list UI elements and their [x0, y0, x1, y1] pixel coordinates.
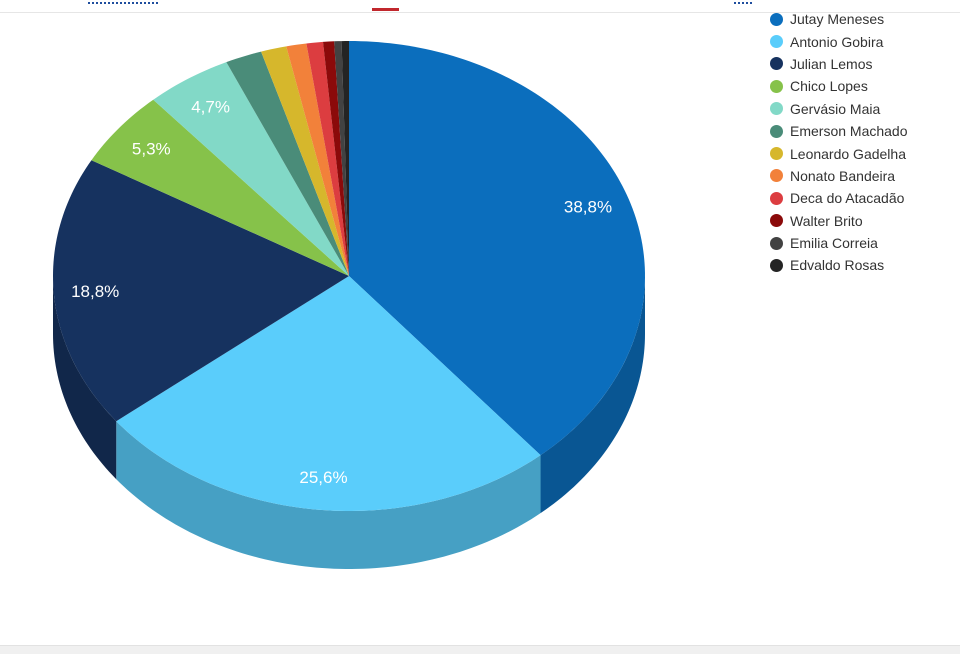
legend-label: Emerson Machado [790, 123, 908, 140]
pie-side-jutay-meneses [540, 276, 645, 514]
pie-slice-julian-lemos[interactable] [53, 160, 349, 422]
legend-item-edvaldo-rosas[interactable]: Edvaldo Rosas [770, 254, 908, 276]
pie-slice-edvaldo-rosas[interactable] [341, 41, 349, 276]
legend-item-emilia-correia[interactable]: Emilia Correia [770, 232, 908, 254]
legend-marker [770, 124, 783, 138]
legend-item-leonardo-gadelha[interactable]: Leonardo Gadelha [770, 142, 908, 164]
bottom-bar [0, 645, 960, 654]
slice-label-julian-lemos: 18,8% [71, 282, 119, 301]
pie-slice-walter-brito[interactable] [323, 41, 349, 276]
legend-item-gervasio-maia[interactable]: Gervásio Maia [770, 98, 908, 120]
legend-marker [770, 236, 783, 250]
pie-slice-jutay-meneses[interactable] [349, 41, 645, 456]
top-fragment-left [88, 0, 158, 4]
slice-label-chico-lopes: 5,3% [132, 140, 171, 159]
top-accent-underline [372, 8, 399, 11]
pie-side-antonio-gobira [116, 421, 541, 569]
pie-slice-chico-lopes[interactable] [91, 99, 350, 276]
legend-label: Antonio Gobira [790, 33, 884, 50]
legend-marker [770, 57, 783, 71]
slice-label-gervasio-maia: 4,7% [191, 97, 230, 116]
legend-marker [770, 35, 783, 49]
pie-slice-antonio-gobira[interactable] [116, 276, 541, 511]
pie-slice-leonardo-gadelha[interactable] [261, 46, 349, 277]
slice-label-jutay-meneses: 38,8% [564, 197, 612, 216]
legend-marker [770, 147, 783, 161]
legend-label: Nonato Bandeira [790, 167, 896, 184]
chart-legend: Jutay Meneses Antonio Gobira Julian Lemos C… [770, 8, 908, 277]
legend-item-jutay-meneses[interactable]: Jutay Meneses [770, 8, 908, 30]
pie-slice-deca-do-atacadao[interactable] [306, 41, 349, 276]
legend-item-nonato-bandeira[interactable]: Nonato Bandeira [770, 165, 908, 187]
legend-marker [770, 191, 783, 205]
legend-item-antonio-gobira[interactable]: Antonio Gobira [770, 30, 908, 52]
pie-sides [53, 276, 645, 569]
pie-slice-nonato-bandeira[interactable] [286, 43, 349, 277]
pie-slice-emilia-correia[interactable] [334, 41, 349, 276]
legend-label: Leonardo Gadelha [790, 145, 906, 162]
top-strip [0, 0, 960, 13]
legend-label: Edvaldo Rosas [790, 257, 885, 274]
legend-label: Emilia Correia [790, 235, 878, 252]
legend-item-chico-lopes[interactable]: Chico Lopes [770, 75, 908, 97]
top-fragment-right [734, 0, 752, 4]
pie-labels: 38,8% 25,6% 18,8% 5,3% 4,7% [71, 97, 612, 487]
legend-item-emerson-machado[interactable]: Emerson Machado [770, 120, 908, 142]
pie-top [53, 41, 645, 511]
legend-label: Julian Lemos [790, 55, 873, 72]
legend-marker [770, 102, 783, 116]
legend-marker [770, 214, 783, 228]
legend-label: Walter Brito [790, 212, 863, 229]
legend-item-julian-lemos[interactable]: Julian Lemos [770, 53, 908, 75]
slice-label-antonio-gobira: 25,6% [299, 468, 347, 487]
pie-side-julian-lemos [53, 276, 117, 480]
legend-marker [770, 169, 783, 183]
legend-label: Chico Lopes [790, 78, 868, 95]
legend-item-deca-do-atacadao[interactable]: Deca do Atacadão [770, 187, 908, 209]
legend-marker [770, 79, 783, 93]
legend-marker [770, 258, 783, 272]
legend-label: Deca do Atacadão [790, 190, 905, 207]
legend-label: Gervásio Maia [790, 100, 881, 117]
legend-label: Jutay Meneses [790, 11, 885, 28]
legend-item-walter-brito[interactable]: Walter Brito [770, 210, 908, 232]
pie-slice-gervasio-maia[interactable] [153, 62, 349, 276]
pie-slice-emerson-machado[interactable] [226, 51, 349, 276]
legend-marker [770, 12, 783, 26]
